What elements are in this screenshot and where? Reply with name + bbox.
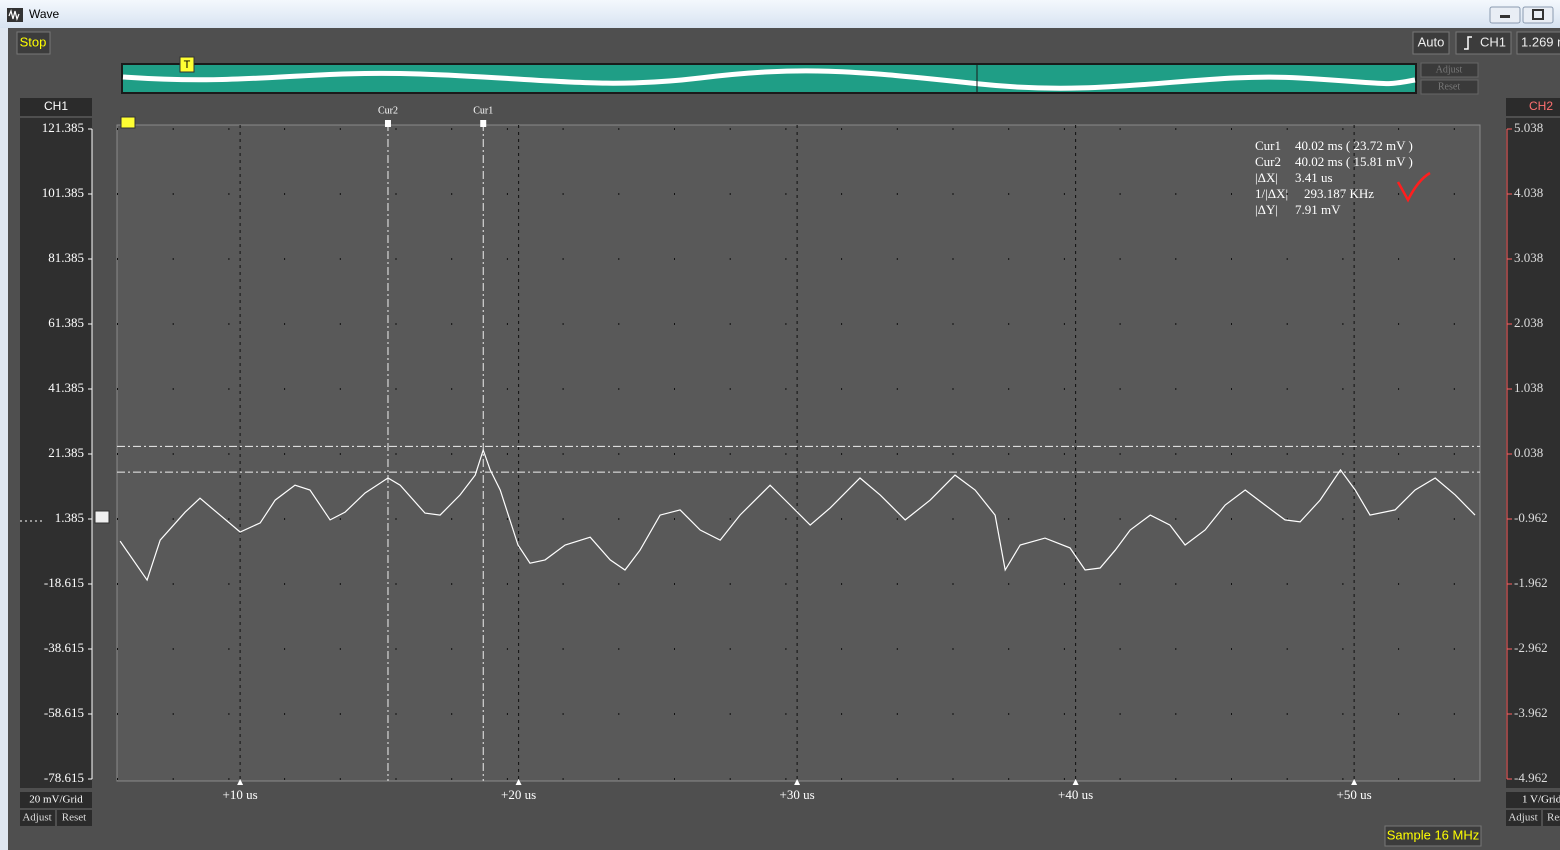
y-tick-label: -18.615 — [44, 575, 84, 590]
x-tick-label: +40 us — [1058, 787, 1093, 802]
y-tick-label: -38.615 — [44, 640, 84, 655]
y-tick-label: 121.385 — [42, 120, 84, 135]
readout-value: 293.187 KHz — [1304, 186, 1374, 201]
sample-rate-box — [1384, 825, 1482, 847]
overview-adjust-button[interactable] — [1420, 62, 1479, 78]
right-axis-panel — [1506, 118, 1560, 788]
stop-button[interactable] — [16, 31, 51, 55]
y2-tick-label: -1.962 — [1514, 575, 1548, 590]
y-tick-label: -78.615 — [44, 770, 84, 785]
overview-trigger-label: T — [184, 59, 191, 71]
x-tick — [237, 779, 244, 785]
readout-key: |ΔX| — [1255, 170, 1278, 185]
maximize-glyph — [1532, 9, 1544, 20]
right-channel-label: CH2 — [1529, 99, 1553, 113]
x-tick-label: +20 us — [501, 787, 536, 802]
readout-value: 3.41 us — [1295, 170, 1333, 185]
overview-adjust-label: Adjust — [1436, 64, 1463, 75]
readout-key: 1/|ΔX| — [1255, 186, 1288, 201]
cursor-label: Cur2 — [378, 105, 398, 116]
left-adjust-label: Adjust — [22, 812, 51, 824]
check-annotation — [1396, 171, 1431, 203]
auto-button[interactable] — [1412, 31, 1450, 55]
x-tick — [794, 779, 801, 785]
right-adjust-label: Adjust — [1508, 812, 1537, 824]
y-tick-label: -58.615 — [44, 705, 84, 720]
readout-key: |ΔY| — [1255, 202, 1278, 217]
right-channel-header — [1506, 98, 1560, 116]
y2-tick-label: -4.962 — [1514, 770, 1548, 785]
overview-wave — [122, 68, 1416, 91]
x-tick-label: +10 us — [223, 787, 258, 802]
maximize-button[interactable] — [1522, 6, 1554, 24]
x-tick-label: +30 us — [780, 787, 815, 802]
y-tick-label: 41.385 — [48, 380, 84, 395]
y-tick-label: 61.385 — [48, 315, 84, 330]
y-tick-label: 81.385 — [48, 250, 84, 265]
ch1-offset-marker[interactable] — [94, 510, 110, 524]
left-channel-label: CH1 — [44, 99, 68, 113]
right-scale-box — [1506, 792, 1560, 808]
auto-label: Auto — [1418, 34, 1445, 49]
plot-area — [116, 124, 1481, 782]
window-title: Wave — [29, 7, 60, 21]
right-scale-label: 1 V/Grid — [1522, 794, 1560, 806]
y2-tick-label: -2.962 — [1514, 640, 1548, 655]
x-tick-label: +50 us — [1337, 787, 1372, 802]
sample-rate-label: Sample 16 MHz — [1387, 827, 1479, 842]
y2-tick-label: -0.962 — [1514, 510, 1548, 525]
trigger-source-label: CH1 — [1480, 34, 1506, 49]
left-channel-header — [20, 98, 92, 116]
readout-value: 40.02 ms ( 23.72 mV ) — [1295, 138, 1413, 153]
y-tick-label: 101.385 — [42, 185, 84, 200]
right-adjust-button[interactable] — [1506, 810, 1541, 826]
left-scale-label: 20 mV/Grid — [29, 794, 83, 806]
stop-label: Stop — [20, 34, 47, 49]
cursor-handle — [384, 120, 391, 127]
trigger-level-box[interactable] — [1516, 31, 1560, 55]
readout-value: 7.91 mV — [1295, 202, 1341, 217]
left-adjust-button[interactable] — [20, 810, 55, 826]
y-tick-label: 21.385 — [48, 445, 84, 460]
x-tick — [515, 779, 522, 785]
y2-tick-label: 1.038 — [1514, 380, 1543, 395]
left-scale-box — [20, 792, 92, 808]
cursor-label: Cur1 — [473, 105, 493, 116]
edge-icon — [1464, 36, 1472, 50]
left-reset-label: Reset — [62, 812, 86, 824]
title-bar — [0, 0, 1560, 28]
cursor-handle — [480, 120, 487, 127]
overview-reset-label: Reset — [1438, 81, 1460, 92]
right-reset-button[interactable] — [1543, 810, 1560, 826]
ch1-position-marker[interactable] — [120, 116, 136, 129]
y-tick-label: 1.385 — [55, 510, 84, 525]
y2-tick-label: 5.038 — [1514, 120, 1543, 135]
app-icon-glyph — [8, 9, 20, 21]
minimize-glyph — [1500, 15, 1510, 18]
trigger-level-value: 1.269 m — [1521, 34, 1560, 49]
y2-tick-label: 3.038 — [1514, 250, 1543, 265]
left-reset-button[interactable] — [57, 810, 92, 826]
right-reset-label: Reset — [1547, 812, 1560, 824]
window-controls[interactable] — [1489, 6, 1554, 24]
x-tick — [1072, 779, 1079, 785]
y2-tick-label: 4.038 — [1514, 185, 1543, 200]
overview-trigger-marker[interactable] — [179, 56, 195, 73]
y2-tick-label: 0.038 — [1514, 445, 1543, 460]
readout-key: Cur2 — [1255, 154, 1281, 169]
overview-reset-button[interactable] — [1420, 79, 1479, 95]
x-tick — [1351, 779, 1358, 785]
left-axis-panel — [20, 118, 92, 788]
y2-tick-label: -3.962 — [1514, 705, 1548, 720]
waveform — [119, 448, 1476, 582]
window-border — [0, 28, 8, 850]
readout-key: Cur1 — [1255, 138, 1281, 153]
y2-tick-label: 2.038 — [1514, 315, 1543, 330]
